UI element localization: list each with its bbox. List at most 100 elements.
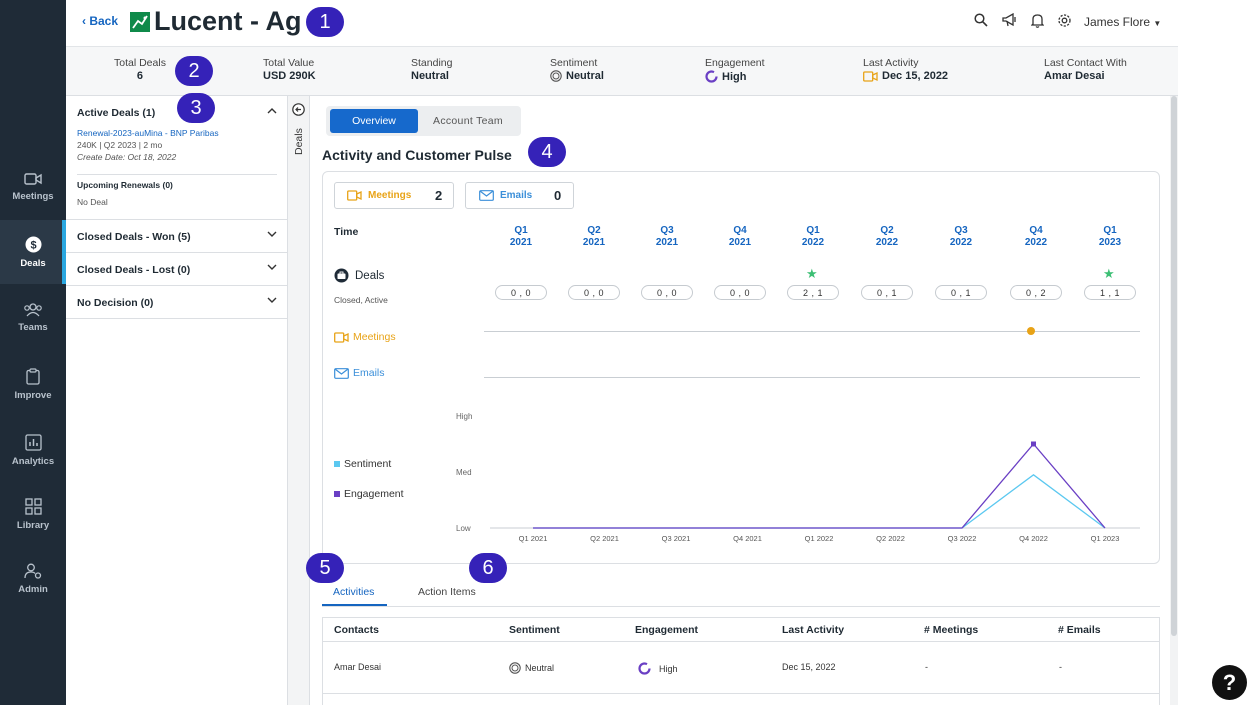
tab-action-items[interactable]: Action Items: [418, 586, 476, 598]
bar-chart-icon: [24, 433, 42, 451]
collapse-arrow-icon[interactable]: [292, 103, 305, 116]
nav-library[interactable]: Library: [0, 482, 66, 546]
no-decision-header: No Decision (0): [77, 297, 154, 309]
deals-row-label: Deals: [355, 269, 385, 282]
meetings-chip-count: 2: [435, 188, 443, 203]
col-contacts[interactable]: Contacts: [334, 624, 379, 636]
meetings-chip[interactable]: Meetings 2: [334, 182, 454, 209]
quarter-year: 2021: [582, 237, 606, 248]
closed-won-header: Closed Deals - Won (5): [77, 231, 191, 243]
nav-teams[interactable]: Teams: [0, 286, 66, 350]
total-deals: Total Deals 6: [114, 57, 166, 82]
deal-count-pill[interactable]: 0 , 1: [861, 285, 913, 300]
last-contact-label: Last Contact With: [1044, 57, 1127, 69]
cell-sentiment: Neutral: [509, 662, 554, 674]
quarter-header: Q2 2021: [579, 225, 609, 249]
deal-count-pill[interactable]: 0 , 0: [568, 285, 620, 300]
cell-contact[interactable]: Amar Desai: [334, 662, 382, 672]
nav-admin[interactable]: Admin: [0, 547, 66, 611]
user-name-label: James Flore: [1084, 15, 1151, 29]
video-icon: [863, 70, 878, 82]
engagement-value-wrap: High: [705, 70, 765, 83]
nav-library-label: Library: [16, 519, 50, 531]
emails-chip-label: Emails: [500, 190, 533, 201]
annotation-badge: 6: [469, 553, 507, 583]
active-deals-section: Active Deals (1) Renewal-2023-auMina - B…: [66, 96, 288, 220]
svg-text:$: $: [30, 239, 36, 251]
quarter-year: 2022: [1024, 237, 1048, 248]
scrollbar-thumb[interactable]: [1171, 96, 1177, 636]
active-deals-header[interactable]: Active Deals (1): [77, 107, 156, 119]
user-menu[interactable]: James Flore ▼: [1084, 15, 1161, 29]
annotation-badge: 1: [306, 7, 344, 37]
help-button[interactable]: ?: [1212, 665, 1247, 700]
deal-count-pill[interactable]: 1 , 1: [1084, 285, 1136, 300]
deal-count-pill[interactable]: 2 , 1: [787, 285, 839, 300]
quarter-year: 2022: [949, 237, 973, 248]
nav-deals[interactable]: $ Deals: [0, 220, 66, 284]
sentiment-value-wrap: Neutral: [550, 70, 604, 82]
deal-count-pill[interactable]: 0 , 0: [714, 285, 766, 300]
nav-improve[interactable]: Improve: [0, 352, 66, 416]
emails-row-label: Emails: [353, 367, 385, 379]
annotation-badge: 4: [528, 137, 566, 167]
emails-chip-count: 0: [554, 188, 562, 203]
gear-icon[interactable]: [1057, 13, 1072, 28]
megaphone-icon[interactable]: [1002, 13, 1017, 27]
col-engagement[interactable]: Engagement: [635, 624, 699, 636]
quarter-label: Q1: [1103, 225, 1117, 236]
bell-icon[interactable]: [1031, 13, 1044, 28]
tab-activities[interactable]: Activities: [333, 586, 375, 598]
quarter-label: Q3: [954, 225, 968, 236]
col-emails[interactable]: # Emails: [1058, 624, 1101, 636]
col-meetings[interactable]: # Meetings: [924, 624, 979, 636]
nav-deals-label: Deals: [20, 257, 46, 269]
tab-overview[interactable]: Overview: [330, 109, 418, 133]
x-tick-label: Q3 2022: [948, 534, 977, 543]
deal-count-pill[interactable]: 0 , 0: [495, 285, 547, 300]
tabs-divider: [322, 606, 1160, 607]
tab-account-team[interactable]: Account Team: [433, 115, 503, 127]
engagement: Engagement High: [705, 57, 765, 83]
deals-panel: Active Deals (1) Renewal-2023-auMina - B…: [66, 96, 288, 705]
deal-count-pill[interactable]: 0 , 0: [641, 285, 693, 300]
meeting-dot[interactable]: [1027, 327, 1035, 335]
x-tick-label: Q1 2021: [519, 534, 548, 543]
deal-count-pill[interactable]: 0 , 1: [935, 285, 987, 300]
total-deals-value: 6: [136, 70, 144, 82]
quarter-header: Q3 2021: [652, 225, 682, 249]
quarter-header: Q1 2022: [798, 225, 828, 249]
series-line-sentiment: [533, 473, 1106, 529]
chevron-down-icon: [267, 297, 277, 303]
user-gear-icon: [24, 563, 42, 579]
meetings-row-label-wrap: Meetings: [334, 331, 396, 343]
standing-label: Standing: [411, 57, 453, 69]
deal-count-pill[interactable]: 0 , 2: [1010, 285, 1062, 300]
sentiment-label: Sentiment: [550, 57, 598, 69]
quarter-label: Q2: [880, 225, 894, 236]
star-icon: ★: [1103, 266, 1115, 281]
quarter-header: Q1 2023: [1095, 225, 1125, 249]
search-icon[interactable]: [974, 13, 988, 27]
closed-lost-row[interactable]: Closed Deals - Lost (0): [66, 253, 288, 286]
engagement-point[interactable]: [1031, 441, 1036, 447]
nav-meetings[interactable]: Meetings: [0, 155, 66, 219]
chevron-up-icon[interactable]: [267, 107, 277, 114]
closed-won-row[interactable]: Closed Deals - Won (5): [66, 220, 288, 253]
x-tick-label: Q1 2022: [805, 534, 834, 543]
annotation-badge: 2: [175, 56, 213, 86]
col-sentiment[interactable]: Sentiment: [509, 624, 560, 636]
y-level-label: Low: [456, 524, 471, 533]
active-deal-link[interactable]: Renewal-2023-auMina - BNP Paribas: [77, 128, 219, 138]
meetings-row-label: Meetings: [353, 331, 396, 343]
deals-panel-toggle-strip[interactable]: Deals: [288, 96, 310, 705]
table-row[interactable]: Amar Desai Neutral High Dec 15, 2022 - -: [323, 642, 1159, 694]
no-decision-row[interactable]: No Decision (0): [66, 286, 288, 319]
meetings-chip-label: Meetings: [368, 190, 412, 201]
col-last-activity[interactable]: Last Activity: [782, 624, 845, 636]
x-tick-label: Q4 2022: [1019, 534, 1048, 543]
back-link[interactable]: ‹ Back: [82, 14, 119, 28]
nav-analytics[interactable]: Analytics: [0, 418, 66, 482]
emails-chip[interactable]: Emails 0: [465, 182, 574, 209]
divider: [77, 174, 277, 175]
